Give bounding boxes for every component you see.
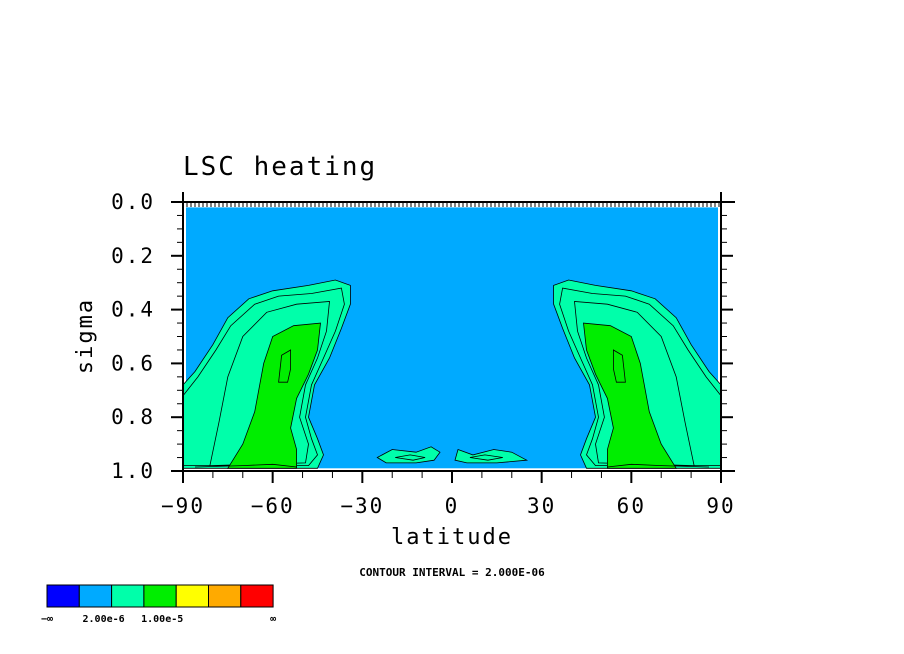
region-sh-green	[227, 322, 321, 469]
colorbar	[46, 584, 274, 608]
region-nh-green	[583, 322, 677, 469]
x-axis-label: latitude	[391, 525, 513, 550]
chart-title: LSC heating	[183, 152, 377, 182]
colorbar-label: ∞	[270, 614, 276, 625]
y-axis-label: sigma	[73, 298, 98, 374]
y-tick-label: 0.0	[111, 190, 155, 214]
colorbar-labels: −∞ 2.00e-6 1.00e-5 ∞	[41, 614, 276, 625]
contour-lines	[194, 454, 710, 468]
tick-marks	[171, 201, 733, 483]
x-tick-label: 60	[617, 494, 646, 518]
x-tick-label: 30	[527, 494, 556, 518]
x-tick-label: 90	[706, 494, 735, 518]
x-tick-label: 0	[445, 494, 460, 518]
line-eq-inner-left	[395, 454, 426, 461]
colorbar-label: −∞	[41, 614, 53, 625]
contour-interval-note: CONTOUR INTERVAL = 2.000E-06	[359, 566, 545, 579]
y-tick-labels: 0.0 0.2 0.4 0.6 0.8 1.0	[111, 190, 155, 483]
x-tick-label: −90	[161, 494, 205, 518]
line-eq-inner-right	[469, 454, 503, 461]
y-tick-label: 0.4	[111, 298, 155, 322]
colorbar-swatch	[175, 584, 209, 608]
colorbar-swatch	[208, 584, 242, 608]
region-eq-blob-right	[454, 448, 529, 464]
colorbar-swatch	[240, 584, 274, 608]
y-tick-label: 0.2	[111, 244, 155, 268]
colorbar-swatch	[111, 584, 145, 608]
y-tick-label: 0.8	[111, 405, 155, 429]
filled-contours	[182, 207, 722, 469]
x-tick-label: −60	[251, 494, 295, 518]
line-sh-surface	[194, 463, 297, 468]
x-tick-label: −30	[340, 494, 384, 518]
x-tick-labels: −90 −60 −30 0 30 60 90	[161, 494, 735, 518]
colorbar-swatch	[46, 584, 80, 608]
y-tick-label: 0.6	[111, 351, 155, 375]
y-tick-label: 1.0	[111, 459, 155, 483]
colorbar-label: 2.00e-6	[83, 614, 125, 625]
line-nh-surface	[607, 463, 710, 468]
colorbar-label: 1.00e-5	[141, 614, 183, 625]
region-nh-inner	[613, 349, 626, 383]
colorbar-swatch	[78, 584, 113, 608]
colorbar-swatch	[143, 584, 177, 608]
region-sh-inner	[278, 349, 292, 383]
